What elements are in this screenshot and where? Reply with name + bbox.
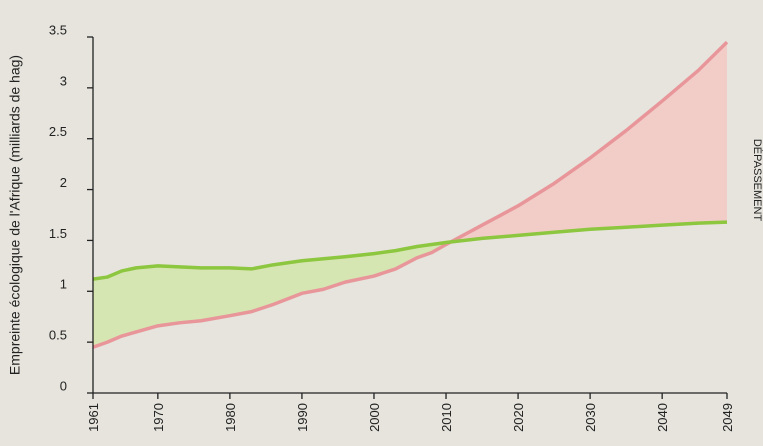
y-tick-label: 3: [60, 73, 67, 88]
series-line: [92, 40, 729, 349]
x-tick-label: 2040: [655, 403, 670, 432]
y-tick-label: 3.5: [49, 22, 67, 37]
x-tick-label: 2020: [511, 403, 526, 432]
x-tick-label: 1990: [295, 403, 310, 432]
annotation: DÉPASSEMENT: [751, 139, 763, 222]
y-tick-label: 1: [60, 277, 67, 292]
x-tick-label: 2000: [367, 403, 382, 432]
deficit-area: [446, 42, 727, 245]
x-tick-label: 2049: [720, 403, 735, 432]
x-tick-label: 2010: [439, 403, 454, 432]
series-line: [92, 220, 728, 281]
y-tick-label: 0: [60, 378, 67, 393]
y-tick-label: 2.5: [49, 124, 67, 139]
x-tick-label: 1961: [86, 403, 101, 432]
y-axis-label: Empreinte écologique de l'Afrique (milli…: [7, 55, 23, 375]
x-tick-label: 1980: [223, 403, 238, 432]
x-tick-label: 2030: [583, 403, 598, 432]
y-tick-label: 1.5: [49, 226, 67, 241]
y-tick-label: 2: [60, 175, 67, 190]
x-tick-label: 1970: [151, 403, 166, 432]
y-tick-label: 0.5: [49, 328, 67, 343]
